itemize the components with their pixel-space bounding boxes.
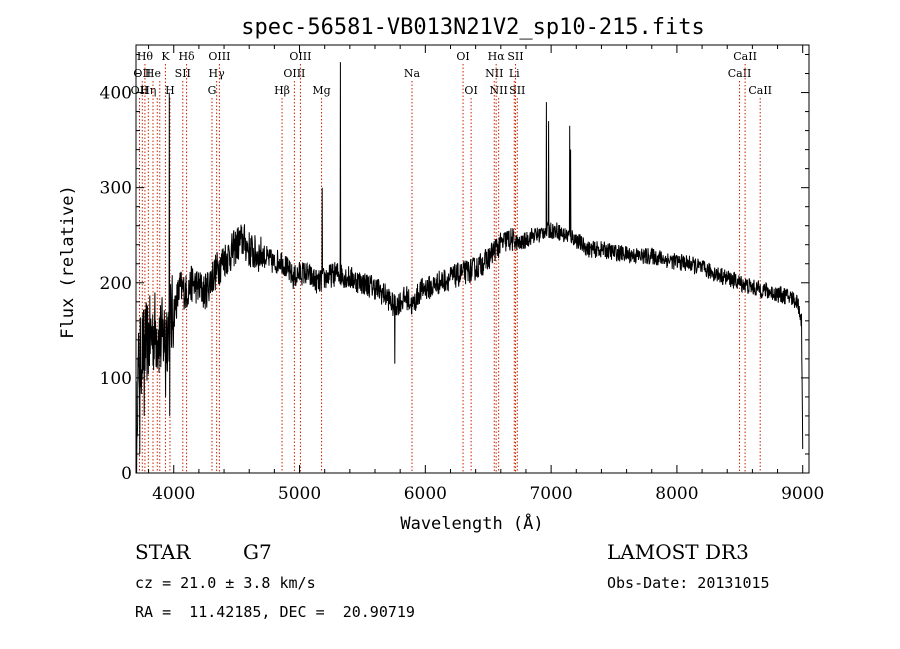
y-axis-label: Flux (relative) [58, 185, 78, 339]
x-tick-label: 9000 [781, 484, 824, 504]
chart-title: spec-56581-VB013N21V2_sp10-215.fits [241, 15, 705, 40]
spectral-line-label: OI [464, 84, 477, 97]
plot-frame [135, 44, 810, 474]
spectral-line-label: SII [175, 67, 191, 80]
spectral-line-label: SII [507, 50, 523, 63]
redshift-velocity: cz = 21.0 ± 3.8 km/s [135, 574, 316, 592]
spectral-line-label: He [145, 67, 161, 80]
spectral-line-label: OI [456, 50, 469, 63]
spectral-line-label: NII [485, 67, 503, 80]
spectral-line-label: Hη [140, 84, 156, 97]
spectral-line-label: OIII [289, 50, 311, 63]
spectral-line-label: Na [404, 67, 421, 80]
spectral-line-label: Hγ [209, 67, 226, 80]
spectral-line-label: OII [131, 84, 149, 97]
axis-ticks: 4000 5000 6000 7000 8000 9000 0 100 200 300 400 [100, 45, 824, 504]
spectral-line-label: Hθ [137, 50, 154, 63]
coordinates: RA = 11.42185, DEC = 20.90719 [135, 603, 415, 621]
spectral-line-label: Mg [312, 84, 330, 97]
spectral-line-label: H [165, 84, 175, 97]
subclass: G7 [243, 540, 272, 564]
spectral-line-label: OIII [208, 50, 230, 63]
y-tick-label: 200 [100, 274, 132, 294]
spectral-line-label: CaII [748, 84, 772, 97]
spectrum-layer [135, 62, 804, 474]
spectral-line-label: Hα [488, 50, 506, 63]
observation-date: Obs-Date: 20131015 [607, 574, 770, 592]
spectrum-line [135, 62, 804, 474]
x-tick-label: 7000 [529, 484, 572, 504]
y-tick-label: 400 [100, 84, 132, 104]
survey-name: LAMOST DR3 [607, 540, 749, 564]
spectral-line-label: Hδ [178, 50, 195, 63]
spectral-line-label: OII [133, 67, 151, 80]
spectral-line-label: NII [490, 84, 508, 97]
spectral-line-label: Li [509, 67, 520, 80]
y-tick-label: 100 [100, 369, 132, 389]
spectral-line-label: CaII [733, 50, 757, 63]
spectral-line-label: OIII [283, 67, 305, 80]
spectral-line-label: Hβ [274, 84, 290, 97]
spectral-line-label: G [208, 84, 217, 97]
y-tick-label: 0 [121, 464, 132, 484]
x-tick-label: 8000 [655, 484, 698, 504]
spectral-line-label: K [161, 50, 170, 63]
spectral-line-label: CaII [728, 67, 752, 80]
y-tick-label: 300 [100, 179, 132, 199]
x-tick-label: 5000 [278, 484, 321, 504]
x-axis-label: Wavelength (Å) [400, 512, 543, 534]
x-tick-label: 4000 [152, 484, 195, 504]
object-type: STAR [135, 540, 191, 564]
x-tick-label: 6000 [404, 484, 447, 504]
spectral-line-label: SII [509, 84, 525, 97]
